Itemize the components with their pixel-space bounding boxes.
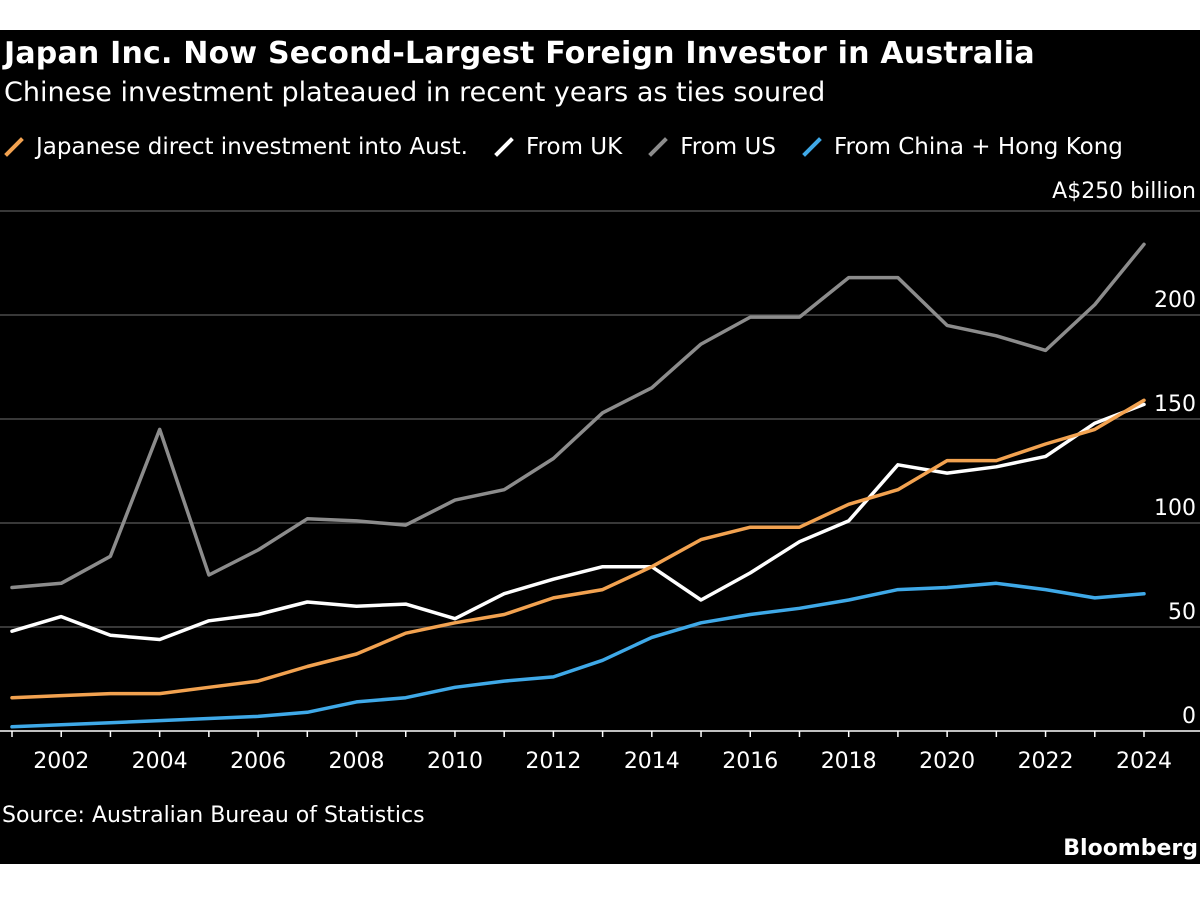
x-axis: 2002 2004 2006 2008 2010 2012 2014 2016 2018 2020… (0, 730, 1200, 774)
y-tick-label-100: 100 (1154, 496, 1196, 521)
chart-panel: Japan Inc. Now Second-Largest Foreign In… (0, 30, 1200, 864)
legend-item-uk: From UK (494, 134, 622, 160)
x-tick-label-2014: 2014 (624, 749, 680, 774)
legend-label-japan: Japanese direct investment into Aust. (36, 134, 468, 160)
x-tick-label-2024: 2024 (1116, 749, 1172, 774)
series-line-3 (10, 581, 1146, 729)
y-tick-labels: 0 50 100 150 200 (1154, 288, 1196, 729)
legend-label-uk: From UK (526, 134, 623, 160)
source-note: Source: Australian Bureau of Statistics (2, 803, 425, 828)
grid-lines (0, 210, 1200, 628)
y-tick-label-0: 0 (1182, 704, 1196, 729)
series-line-0 (10, 398, 1146, 700)
series-line-2 (10, 242, 1146, 590)
y-tick-label-50: 50 (1168, 600, 1196, 625)
chart-title: Japan Inc. Now Second-Largest Foreign In… (4, 36, 1035, 71)
chart-subtitle: Chinese investment plateaued in recent y… (4, 77, 826, 108)
legend-swatch-china (802, 137, 822, 157)
brand-logo: Bloomberg (1063, 836, 1198, 861)
legend-item-china: From China + Hong Kong (802, 134, 1123, 160)
legend-label-china: From China + Hong Kong (833, 134, 1123, 160)
x-tick-label-2008: 2008 (329, 749, 385, 774)
y-tick-label-150: 150 (1154, 392, 1196, 417)
series-lines (10, 242, 1146, 729)
y-axis-unit-label: A$250 billion (1052, 179, 1196, 204)
x-tick-label-2012: 2012 (525, 749, 581, 774)
x-tick-label-2006: 2006 (230, 749, 286, 774)
x-tick-label-2022: 2022 (1018, 749, 1074, 774)
x-tick-label-2010: 2010 (427, 749, 483, 774)
y-tick-label-200: 200 (1154, 288, 1196, 313)
legend-swatch-uk (494, 137, 514, 157)
x-tick-label-2020: 2020 (919, 749, 975, 774)
legend-swatch-us (648, 137, 669, 157)
x-tick-label-2016: 2016 (722, 749, 778, 774)
series-line-1 (10, 402, 1146, 642)
legend-label-us: From US (680, 134, 776, 160)
x-tick-label-2002: 2002 (33, 749, 89, 774)
chart-legend: Japanese direct investment into Aust. Fr… (4, 130, 1149, 164)
legend-item-us: From US (648, 134, 776, 160)
x-tick-label-2004: 2004 (132, 749, 188, 774)
legend-swatch-japan (4, 137, 24, 157)
legend-item-japan: Japanese direct investment into Aust. (4, 134, 468, 160)
x-tick-label-2018: 2018 (821, 749, 877, 774)
